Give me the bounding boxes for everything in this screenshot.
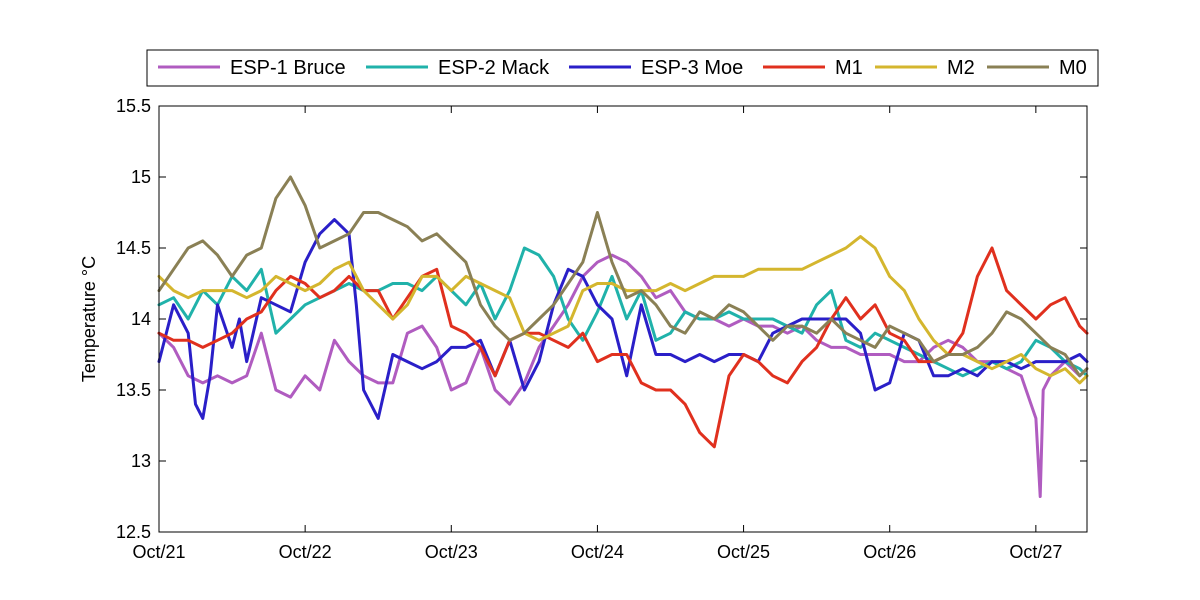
y-tick-label: 15.5 bbox=[116, 96, 151, 116]
legend-item: M1 bbox=[763, 57, 863, 79]
legend-label: ESP-2 Mack bbox=[438, 57, 550, 79]
legend-label: ESP-1 Bruce bbox=[230, 57, 346, 79]
x-tick-label: Oct/21 bbox=[132, 542, 185, 562]
x-tick-label: Oct/25 bbox=[717, 542, 770, 562]
y-tick-label: 14.5 bbox=[116, 238, 151, 258]
y-tick-label: 13.5 bbox=[116, 380, 151, 400]
y-tick-label: 15 bbox=[131, 167, 151, 187]
legend-item: M0 bbox=[987, 57, 1087, 79]
legend-item: ESP-3 Moe bbox=[569, 57, 743, 79]
x-tick-label: Oct/26 bbox=[863, 542, 916, 562]
series-line-esp-1-bruce bbox=[157, 253, 1089, 498]
legend-item: M2 bbox=[875, 57, 975, 79]
series-line-m1 bbox=[157, 246, 1089, 449]
series-line-m2 bbox=[157, 235, 1089, 385]
y-tick-label: 13 bbox=[131, 451, 151, 471]
ticks-layer: Oct/21 Oct/22 Oct/23 Oct/24 Oct/25 Oct/26 Oct/… bbox=[116, 96, 1087, 562]
legend-item: ESP-2 Mack bbox=[366, 57, 550, 79]
series-layer bbox=[157, 175, 1089, 498]
series-line-m0 bbox=[157, 175, 1089, 378]
x-tick-label: Oct/23 bbox=[425, 542, 478, 562]
legend: ESP-1 Bruce ESP-2 Mack ESP-3 Moe M1 M2 M0 bbox=[146, 49, 1099, 87]
series-line-esp-2-mack bbox=[157, 246, 1089, 378]
legend-label: M1 bbox=[835, 57, 863, 79]
y-axis-label: Temperature °C bbox=[79, 256, 99, 382]
legend-label: M0 bbox=[1059, 57, 1087, 79]
legend-label: ESP-3 Moe bbox=[641, 57, 743, 79]
legend-item: ESP-1 Bruce bbox=[158, 57, 346, 79]
x-tick-label: Oct/27 bbox=[1009, 542, 1062, 562]
legend-label: M2 bbox=[947, 57, 975, 79]
plot-background bbox=[159, 106, 1087, 532]
y-tick-label: 12.5 bbox=[116, 522, 151, 542]
y-tick-label: 14 bbox=[131, 309, 151, 329]
series-line-esp-3-moe bbox=[157, 218, 1089, 420]
x-tick-label: Oct/24 bbox=[571, 542, 624, 562]
x-tick-label: Oct/22 bbox=[279, 542, 332, 562]
